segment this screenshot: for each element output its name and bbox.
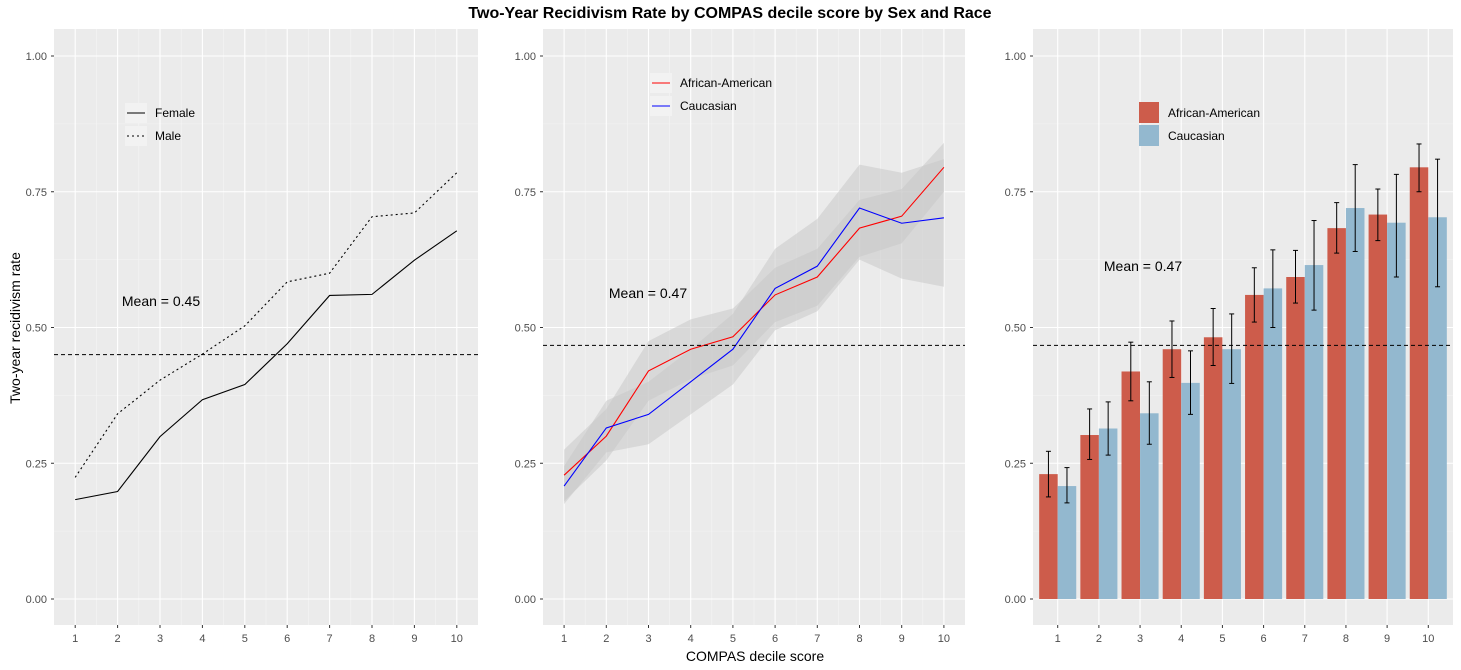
x-axis-title: COMPAS decile score [686,648,824,664]
x-tick-label: 2 [115,633,121,645]
bar [1387,222,1406,600]
x-tick-label: 1 [561,633,567,645]
series-line-1 [75,230,458,501]
mean-label: Mean = 0.47 [1104,258,1182,274]
bar [1345,208,1365,600]
x-tick-label: 8 [369,633,375,645]
x-tick-label: 5 [730,633,736,645]
y-tick-label: 0.50 [515,323,536,335]
bar [1162,349,1182,599]
bar [1327,228,1346,600]
bar [1263,288,1283,599]
legend: Female Male [125,103,195,146]
x-tick-label: 3 [645,633,651,645]
panel-1: 0.00 0.25 0.50 0.75 1.00 1 2 3 4 5 6 7 8 9 10 Mean = 0.… [26,29,478,645]
series-line-2 [74,172,458,478]
y-tick-label: 0.75 [515,187,536,199]
bar [1368,214,1388,599]
bar [1409,167,1429,599]
y-tick-label: 1.00 [515,51,536,63]
bar [1222,349,1241,599]
x-tick-label: 1 [1055,633,1061,645]
legend-label: African-American [1168,106,1260,120]
x-tick-label: 10 [451,633,463,645]
x-tick-label: 3 [1137,633,1143,645]
y-tick-label: 0.50 [26,323,47,335]
y-tick-label: 0.50 [1005,323,1026,335]
x-tick-label: 7 [327,633,333,645]
legend-key-background [125,126,147,146]
y-tick-label: 0.75 [26,187,47,199]
legend-label: Female [155,106,195,120]
legend-label: African-American [680,76,772,90]
bar [1181,382,1200,599]
x-tick-label: 4 [1178,633,1184,645]
x-tick-label: 9 [899,633,905,645]
bar [1304,265,1324,599]
x-tick-label: 2 [1096,633,1102,645]
panel-2: 0.00 0.25 0.50 0.75 1.00 1 2 3 4 5 6 7 8 9 10 Mean = 0.… [515,29,965,645]
bar [1080,435,1099,599]
x-tick-label: 9 [1384,633,1390,645]
y-tick-label: 0.25 [515,458,536,470]
bar [1039,474,1058,599]
panels: 0.00 0.25 0.50 0.75 1.00 1 2 3 4 5 6 7 8 9 10 Mean = 0.… [26,29,1453,645]
x-tick-label: 2 [603,633,609,645]
x-tick-label: 5 [1219,633,1225,645]
bar [1286,277,1305,599]
x-tick-label: 10 [938,633,950,645]
bar [1098,428,1118,599]
legend: African-American Caucasian [650,73,772,116]
legend: African-American Caucasian [1139,102,1260,146]
x-tick-label: 6 [1261,633,1267,645]
bar [1203,337,1223,599]
bar [1245,294,1264,599]
y-tick-label: 1.00 [26,51,47,63]
y-tick-label: 0.75 [1005,187,1026,199]
bar [1057,486,1077,599]
bar [1140,413,1159,599]
y-tick-label: 0.00 [1005,594,1026,606]
y-tick-label: 1.00 [1005,51,1026,63]
x-tick-label: 4 [199,633,205,645]
bar [1428,217,1447,599]
y-axis-title: Two-year recidivism rate [7,252,23,404]
panel-3: 0.00 0.25 0.50 0.75 1.00 1 2 3 4 5 6 7 8 9 10 Mean = 0.… [1005,29,1453,645]
x-tick-label: 5 [242,633,248,645]
y-tick-label: 0.25 [1005,458,1026,470]
chart-title: Two-Year Recidivism Rate by COMPAS decil… [468,5,991,22]
x-tick-label: 9 [411,633,417,645]
legend-label: Caucasian [680,99,737,113]
x-tick-label: 7 [814,633,820,645]
x-tick-label: 6 [772,633,778,645]
bar [1121,371,1141,599]
legend-key [1139,102,1159,123]
legend-label: Caucasian [1168,129,1225,143]
legend-label: Male [155,129,181,143]
x-tick-label: 1 [72,633,78,645]
legend-key [1139,125,1159,146]
x-tick-label: 7 [1302,633,1308,645]
x-tick-label: 4 [688,633,694,645]
x-tick-label: 8 [1343,633,1349,645]
series-line-1 [563,166,945,476]
mean-label: Mean = 0.47 [609,285,687,301]
y-tick-label: 0.00 [515,594,536,606]
series-line-2 [563,207,944,487]
x-tick-label: 3 [157,633,163,645]
x-tick-label: 10 [1422,633,1434,645]
x-tick-label: 6 [284,633,290,645]
y-tick-label: 0.00 [26,594,47,606]
y-tick-label: 0.25 [26,458,47,470]
x-tick-label: 8 [856,633,862,645]
mean-label: Mean = 0.45 [122,293,200,309]
confidence-band-2 [564,159,944,504]
